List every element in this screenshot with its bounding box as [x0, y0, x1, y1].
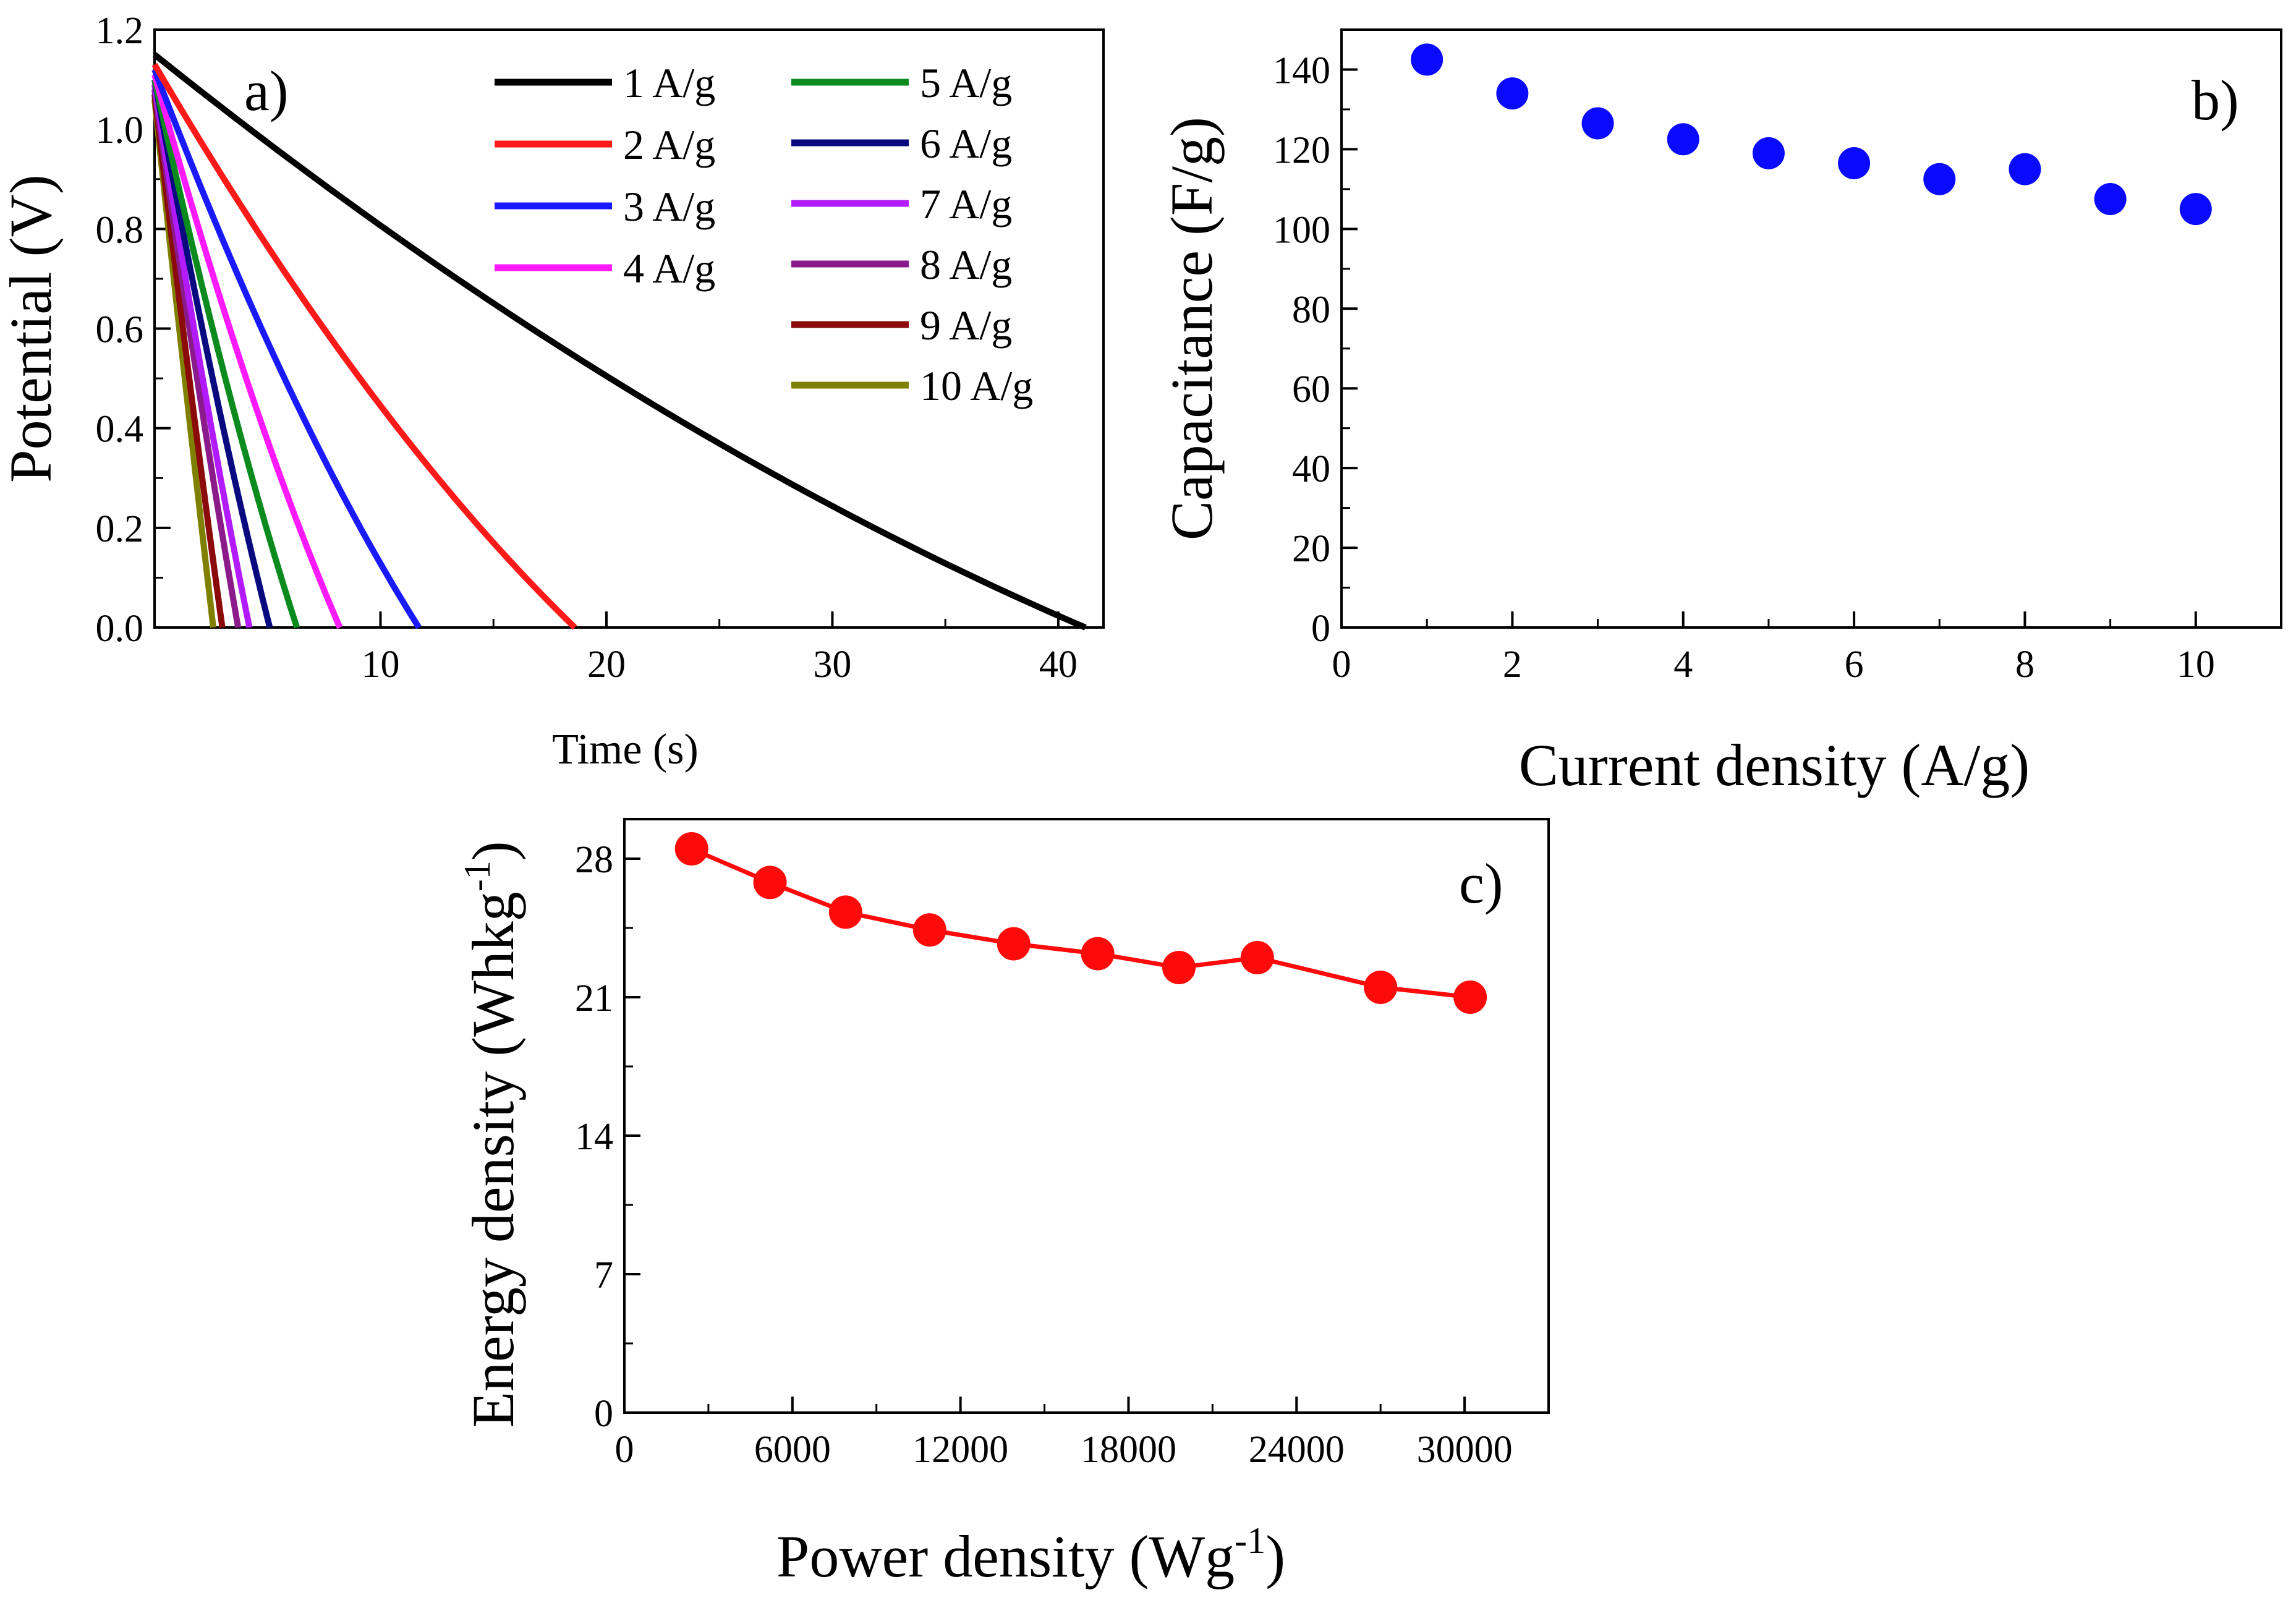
plot-frame: [623, 818, 1550, 1414]
legend-label: 10 A/g: [920, 362, 1033, 409]
panel-label: c): [1459, 852, 1503, 915]
legend-label: 6 A/g: [920, 120, 1012, 167]
y-tick-label: 21: [575, 977, 613, 1019]
y-tick-label: 0: [1311, 608, 1330, 650]
x-tick-label: 6: [1845, 644, 1864, 686]
data-point: [1667, 123, 1699, 156]
data-point: [1411, 43, 1444, 76]
x-tick-label: 30: [813, 644, 851, 686]
y-tick-label: 1.2: [96, 10, 144, 52]
x-tick-label: 24000: [1249, 1429, 1345, 1471]
y-tick-label: 28: [575, 839, 613, 881]
data-point: [2094, 182, 2127, 215]
data-point: [674, 832, 708, 866]
y-axis-title: Capacitance (F/g): [1159, 117, 1225, 540]
x-axis-title-main: Power density (Wg: [776, 1523, 1235, 1589]
x-tick-label: 8: [2015, 644, 2035, 686]
y-tick-label: 100: [1273, 209, 1330, 251]
panel-label: a): [244, 59, 288, 122]
plot-frame: [1340, 28, 2282, 629]
series-line: [691, 846, 1471, 1000]
y-tick-label: 0: [594, 1393, 613, 1435]
y-tick-label: 140: [1273, 49, 1330, 91]
data-point: [1162, 951, 1196, 984]
x-tick-label: 6000: [754, 1429, 831, 1471]
x-tick-label: 4: [1673, 644, 1693, 686]
x-axis-title: Power density (Wg-1): [776, 1520, 1285, 1589]
legend-label: 2 A/g: [623, 121, 715, 168]
data-point: [1453, 981, 1487, 1014]
series-line: [151, 79, 300, 629]
series-line: [151, 68, 422, 629]
data-point: [828, 895, 862, 929]
data-point: [1923, 163, 1956, 195]
y-tick-label: 0.2: [96, 508, 144, 550]
series-line: [151, 62, 577, 630]
data-point: [1838, 147, 1871, 179]
y-tick-label: 0.8: [96, 209, 144, 251]
y-tick-label: 7: [594, 1254, 613, 1296]
data-point: [1752, 137, 1785, 169]
x-axis-title-sup: -1: [1235, 1520, 1265, 1561]
x-tick-label: 18000: [1081, 1429, 1176, 1471]
y-tick-label: 0.0: [96, 608, 144, 650]
data-point: [753, 866, 787, 900]
y-axis-title-end: ): [460, 841, 526, 861]
data-point: [912, 913, 946, 947]
y-tick-label: 40: [1292, 448, 1330, 490]
legend-label: 7 A/g: [920, 181, 1012, 228]
x-tick-label: 0: [1332, 644, 1351, 686]
x-tick-label: 12000: [912, 1429, 1008, 1471]
data-point: [1240, 941, 1274, 974]
y-tick-label: 120: [1273, 129, 1330, 171]
panel-label: b): [2192, 69, 2239, 132]
legend-label: 8 A/g: [920, 241, 1012, 288]
data-point: [2009, 153, 2041, 185]
x-tick-label: 10: [361, 644, 399, 686]
data-point: [2179, 193, 2212, 226]
x-tick-label: 2: [1503, 644, 1522, 686]
legend-label: 5 A/g: [920, 59, 1012, 106]
x-axis-title-end: ): [1265, 1523, 1285, 1589]
y-axis-title-main: Energy density (Whkg: [460, 891, 526, 1427]
y-tick-label: 1.0: [96, 109, 144, 151]
x-axis-title: Time (s): [552, 726, 699, 773]
chart-panel-a: 10 20 30 40 0.0 0.2 0.4 0.6 0.8 1.0 1.2 a) Time (s) P…: [0, 10, 1105, 773]
y-tick-label: 60: [1292, 368, 1330, 411]
y-tick-label: 0.4: [96, 409, 144, 451]
y-axis-title-sup: -1: [457, 861, 498, 891]
x-axis-title: Current density (A/g): [1519, 732, 2030, 798]
series-line: [151, 74, 343, 629]
x-tick-label: 30000: [1417, 1429, 1513, 1471]
x-tick-label: 0: [615, 1429, 634, 1471]
legend-label: 9 A/g: [920, 302, 1012, 349]
y-axis-title: Potential (V): [0, 174, 64, 483]
y-tick-label: 80: [1292, 289, 1330, 331]
x-tick-label: 40: [1039, 644, 1078, 686]
data-point: [1081, 937, 1115, 971]
data-point: [1581, 107, 1614, 140]
chart-panel-c: 0 6000 12000 18000 24000 30000 0 7 14 21 28 c) Power…: [457, 818, 1550, 1589]
series-line: [152, 52, 1087, 631]
y-tick-label: 20: [1292, 528, 1330, 570]
legend-label: 1 A/g: [623, 59, 715, 106]
x-tick-label: 10: [2177, 644, 2215, 686]
y-axis-title: Energy density (Whkg-1): [457, 841, 526, 1427]
data-point: [1364, 971, 1398, 1004]
y-tick-label: 0.6: [96, 309, 144, 351]
series-line: [151, 79, 273, 629]
x-tick-label: 20: [587, 644, 626, 686]
data-point: [997, 927, 1031, 961]
legend-label: 4 A/g: [623, 245, 715, 292]
y-tick-label: 14: [575, 1116, 613, 1158]
series-line: [151, 83, 253, 628]
data-point: [1496, 77, 1529, 110]
legend-label: 3 A/g: [623, 183, 715, 230]
